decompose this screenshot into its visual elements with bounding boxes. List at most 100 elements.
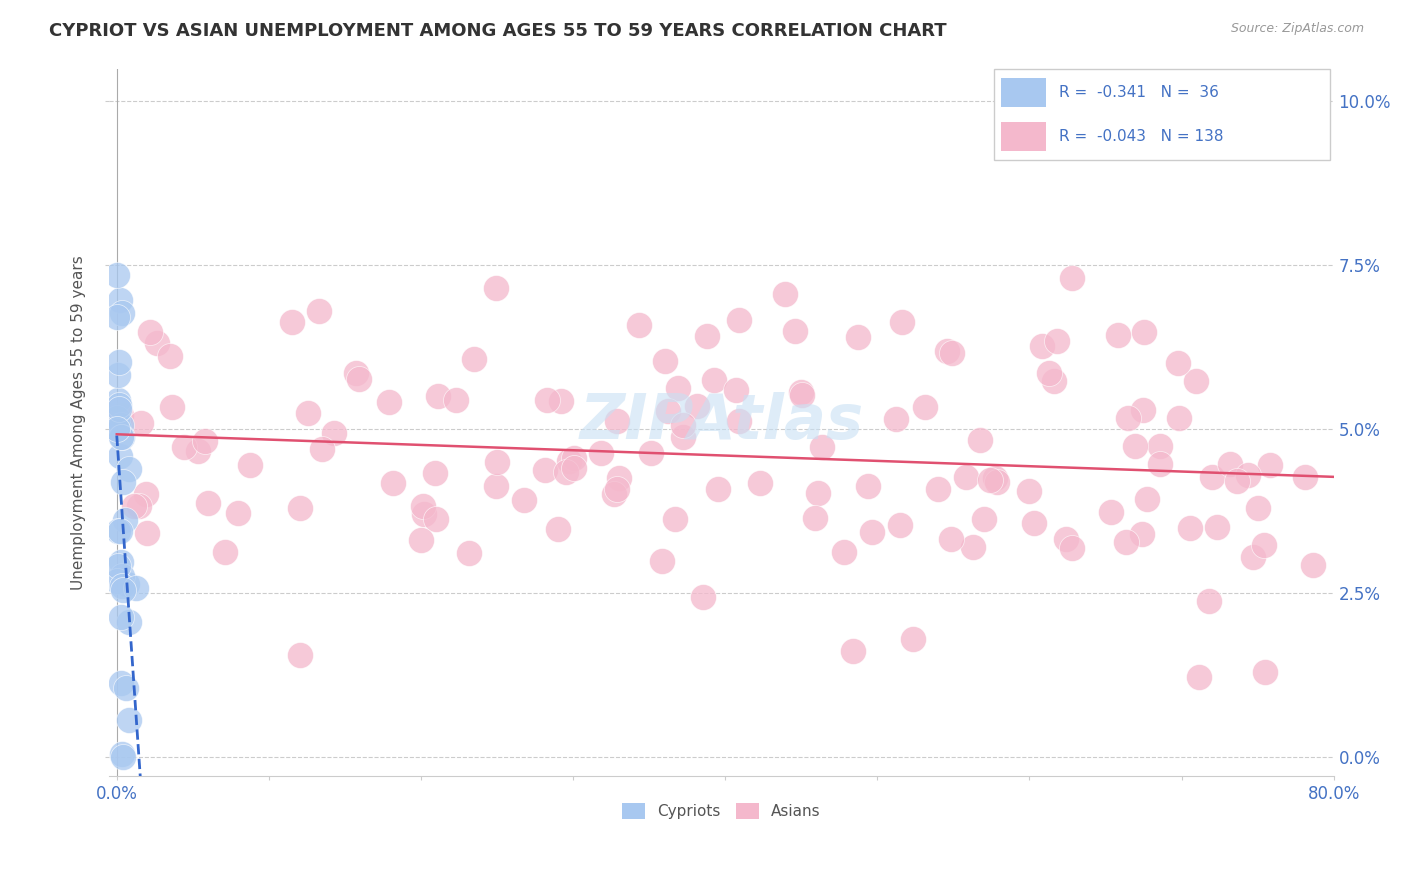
Point bbox=[112, 749, 135, 764]
FancyBboxPatch shape bbox=[1001, 122, 1046, 152]
Point bbox=[173, 440, 195, 454]
Point bbox=[640, 446, 662, 460]
Point bbox=[226, 507, 249, 521]
Point bbox=[666, 381, 689, 395]
Point bbox=[105, 422, 128, 436]
Point bbox=[412, 499, 434, 513]
Point bbox=[486, 455, 509, 469]
Point bbox=[1062, 271, 1084, 285]
Point bbox=[914, 400, 936, 414]
Point bbox=[1254, 665, 1277, 679]
Point bbox=[288, 501, 311, 516]
Point bbox=[1188, 670, 1211, 684]
Point bbox=[607, 471, 630, 485]
Point bbox=[111, 583, 134, 598]
Point bbox=[162, 401, 184, 415]
Point bbox=[297, 406, 319, 420]
Point bbox=[1046, 334, 1069, 348]
Point bbox=[1022, 516, 1045, 530]
Point bbox=[804, 511, 827, 525]
Point bbox=[110, 417, 132, 432]
Point bbox=[108, 450, 131, 464]
Point bbox=[891, 315, 914, 329]
Point bbox=[114, 681, 136, 696]
Point bbox=[463, 351, 485, 366]
Text: R =  -0.341   N =  36: R = -0.341 N = 36 bbox=[1059, 85, 1219, 100]
Point bbox=[955, 470, 977, 484]
Point bbox=[685, 399, 707, 413]
Legend: Cypriots, Asians: Cypriots, Asians bbox=[616, 797, 827, 825]
Point bbox=[129, 416, 152, 430]
Point bbox=[239, 458, 262, 473]
Point bbox=[1123, 439, 1146, 453]
Point bbox=[412, 507, 434, 521]
Point bbox=[146, 335, 169, 350]
Point bbox=[111, 578, 134, 592]
Text: Source: ZipAtlas.com: Source: ZipAtlas.com bbox=[1230, 22, 1364, 36]
Text: R =  -0.043   N = 138: R = -0.043 N = 138 bbox=[1059, 129, 1223, 145]
Point bbox=[1185, 374, 1208, 388]
Point bbox=[973, 512, 995, 526]
Point bbox=[1116, 411, 1139, 425]
Point bbox=[979, 473, 1001, 487]
Point bbox=[533, 463, 555, 477]
Point bbox=[135, 486, 157, 500]
Point bbox=[811, 440, 834, 454]
Point bbox=[125, 582, 148, 596]
Point bbox=[783, 324, 806, 338]
Point bbox=[1149, 458, 1171, 472]
Point bbox=[409, 533, 432, 548]
Point bbox=[1018, 483, 1040, 498]
Point bbox=[118, 615, 141, 630]
Point bbox=[728, 313, 751, 327]
Point bbox=[1247, 500, 1270, 515]
Point bbox=[841, 644, 863, 658]
Point bbox=[1060, 541, 1083, 555]
Point bbox=[110, 676, 132, 690]
Point bbox=[941, 345, 963, 359]
Point bbox=[1038, 366, 1060, 380]
Point bbox=[703, 373, 725, 387]
Point bbox=[111, 305, 134, 319]
Point bbox=[107, 558, 129, 573]
Point bbox=[606, 414, 628, 428]
Point bbox=[485, 479, 508, 493]
Point bbox=[969, 433, 991, 447]
Point bbox=[696, 329, 718, 343]
Point bbox=[344, 366, 367, 380]
Point bbox=[108, 524, 131, 539]
Point bbox=[193, 434, 215, 448]
Point bbox=[724, 384, 747, 398]
FancyBboxPatch shape bbox=[1001, 78, 1046, 107]
FancyBboxPatch shape bbox=[994, 70, 1330, 160]
Point bbox=[860, 525, 883, 540]
Point bbox=[118, 462, 141, 476]
Point bbox=[1149, 439, 1171, 453]
Point bbox=[962, 540, 984, 554]
Point bbox=[1201, 470, 1223, 484]
Point bbox=[110, 555, 132, 569]
Point bbox=[789, 385, 811, 400]
Point bbox=[564, 461, 586, 475]
Point bbox=[1180, 520, 1202, 534]
Point bbox=[111, 568, 134, 582]
Point bbox=[557, 453, 579, 467]
Point bbox=[1167, 410, 1189, 425]
Point bbox=[856, 479, 879, 493]
Point bbox=[606, 482, 628, 496]
Point bbox=[927, 482, 949, 496]
Point bbox=[118, 713, 141, 727]
Point bbox=[554, 465, 576, 479]
Point bbox=[775, 287, 797, 301]
Point bbox=[602, 487, 624, 501]
Point bbox=[108, 398, 131, 412]
Point bbox=[1132, 402, 1154, 417]
Point bbox=[657, 404, 679, 418]
Point bbox=[214, 544, 236, 558]
Point bbox=[187, 443, 209, 458]
Point bbox=[347, 372, 370, 386]
Point bbox=[547, 522, 569, 536]
Point bbox=[707, 483, 730, 497]
Point bbox=[110, 430, 132, 444]
Point bbox=[1302, 558, 1324, 572]
